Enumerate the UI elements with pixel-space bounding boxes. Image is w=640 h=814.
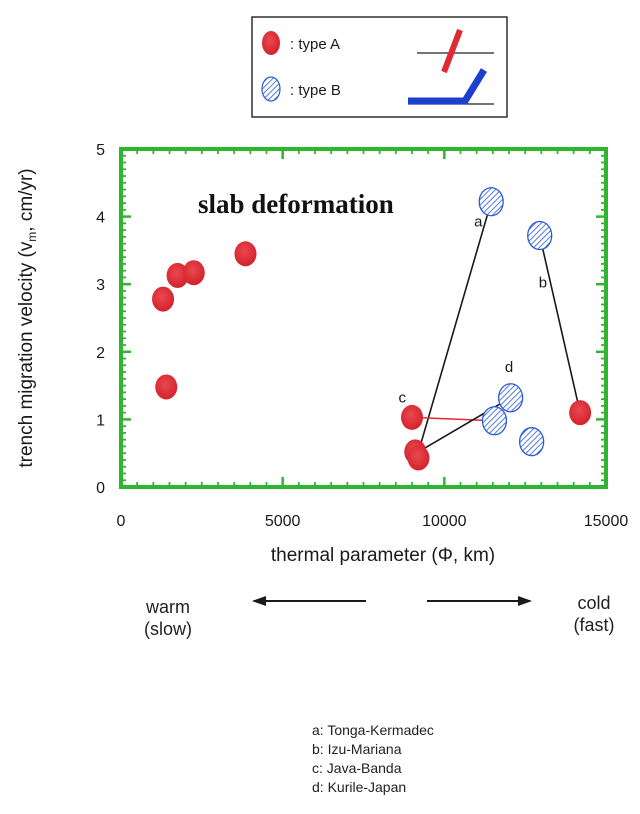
point-type-a	[152, 286, 175, 312]
chart-title: slab deformation	[198, 189, 394, 219]
connection-line-c	[411, 416, 495, 422]
axis-tick-labels: 0 5000 10000 15000 0 1 2 3 4 5	[96, 142, 628, 530]
sketch-b-slab	[408, 68, 487, 105]
pair-label-b: b	[539, 275, 547, 292]
connection-line-b	[538, 235, 581, 413]
y-tick-label: 1	[96, 412, 105, 429]
x-tick-label: 15000	[584, 513, 629, 530]
point-type-a	[234, 241, 257, 267]
legend-marker-type-a	[262, 31, 280, 55]
y-tick-label: 4	[96, 210, 105, 227]
y-tick-label: 5	[96, 142, 105, 159]
y-tick-label: 3	[96, 277, 105, 294]
legend-label-type-b: : type B	[290, 82, 341, 99]
cold-sublabel: (fast)	[573, 615, 615, 635]
pair-label-a: a	[474, 214, 483, 231]
legend: : type A : type B	[251, 16, 508, 118]
point-type-b	[518, 427, 545, 457]
key-line-a: a: Tonga-Kermadec	[312, 722, 434, 738]
point-type-b	[497, 383, 524, 413]
data-points	[152, 187, 592, 471]
x-tick-label: 5000	[265, 513, 301, 530]
pair-label-d: d	[505, 359, 513, 376]
cold-label-block: cold (fast)	[556, 592, 632, 636]
x-axis-title: thermal parameter (Φ, km)	[271, 545, 495, 566]
y-axis-title-tail: , cm/yr)	[16, 168, 37, 231]
warm-label-block: warm (slow)	[128, 596, 208, 640]
point-type-a	[401, 404, 423, 430]
legend-frame	[251, 16, 508, 118]
sketch-a-slab	[441, 28, 463, 74]
pair-labels: a b c d	[399, 214, 548, 407]
y-tick-label: 0	[96, 480, 105, 497]
y-tick-label: 2	[96, 345, 105, 362]
axis-ticks	[119, 147, 608, 489]
point-type-a	[569, 400, 592, 426]
connection-line-a	[417, 201, 492, 453]
key-line-d: d: Kurile-Japan	[312, 779, 407, 795]
pair-label-c: c	[399, 390, 407, 407]
point-type-b	[478, 187, 504, 217]
legend-marker-type-b	[261, 76, 281, 102]
cold-label: cold	[577, 593, 611, 613]
legend-label-type-a: : type A	[290, 36, 340, 53]
point-type-a	[155, 374, 178, 400]
warm-label: warm	[146, 597, 190, 617]
x-tick-label: 10000	[422, 513, 467, 530]
warm-sublabel: (slow)	[144, 619, 192, 639]
point-type-a	[407, 445, 430, 471]
y-axis-title-main: trench migration velocity (v	[16, 241, 37, 467]
point-type-b	[527, 220, 553, 251]
point-type-a	[166, 262, 189, 288]
y-axis-title: trench migration velocity (vm, cm/yr)	[16, 168, 39, 467]
point-type-a	[182, 260, 205, 286]
point-type-b	[481, 406, 508, 436]
y-axis-title-subscript: m	[25, 232, 39, 242]
x-tick-label: 0	[117, 513, 126, 530]
key-line-b: b: Izu-Mariana	[312, 741, 402, 757]
key-line-c: c: Java-Banda	[312, 760, 402, 776]
